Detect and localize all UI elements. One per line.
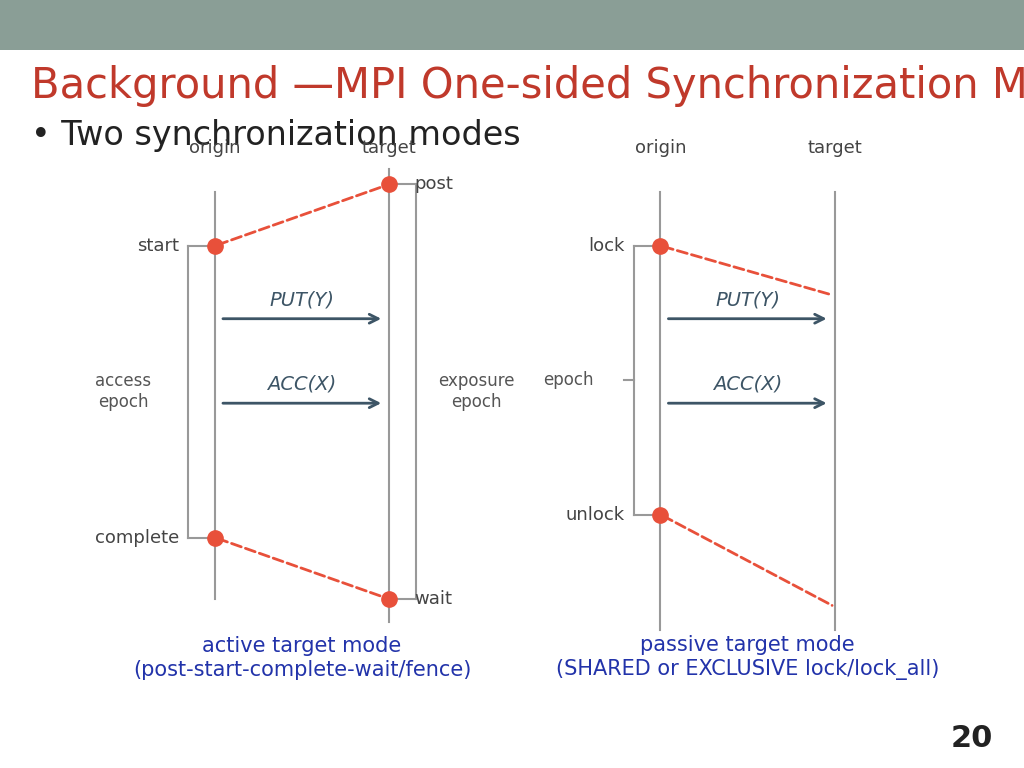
- Text: lock: lock: [588, 237, 625, 255]
- Text: PUT(Y): PUT(Y): [269, 290, 335, 310]
- Text: epoch: epoch: [543, 371, 594, 389]
- Text: access
epoch: access epoch: [95, 372, 151, 411]
- Text: • Two synchronization modes: • Two synchronization modes: [31, 119, 520, 152]
- Text: origin: origin: [189, 140, 241, 157]
- Bar: [0, 0, 1024, 50]
- Text: unlock: unlock: [565, 505, 625, 524]
- Text: complete: complete: [95, 528, 179, 547]
- Text: target: target: [361, 140, 417, 157]
- Text: PUT(Y): PUT(Y): [715, 290, 780, 310]
- Text: passive target mode
(SHARED or EXCLUSIVE lock/lock_all): passive target mode (SHARED or EXCLUSIVE…: [556, 635, 939, 680]
- Text: Background —MPI One-sided Synchronization Modes: Background —MPI One-sided Synchronizatio…: [31, 65, 1024, 108]
- Text: exposure
epoch: exposure epoch: [438, 372, 514, 411]
- Text: ACC(X): ACC(X): [267, 375, 337, 394]
- Text: active target mode
(post-start-complete-wait/fence): active target mode (post-start-complete-…: [133, 637, 471, 680]
- Text: wait: wait: [415, 590, 453, 608]
- Text: start: start: [137, 237, 179, 255]
- Text: origin: origin: [635, 140, 686, 157]
- Text: 20: 20: [951, 723, 993, 753]
- Text: ACC(X): ACC(X): [713, 375, 782, 394]
- Text: post: post: [415, 175, 454, 194]
- Text: target: target: [807, 140, 862, 157]
